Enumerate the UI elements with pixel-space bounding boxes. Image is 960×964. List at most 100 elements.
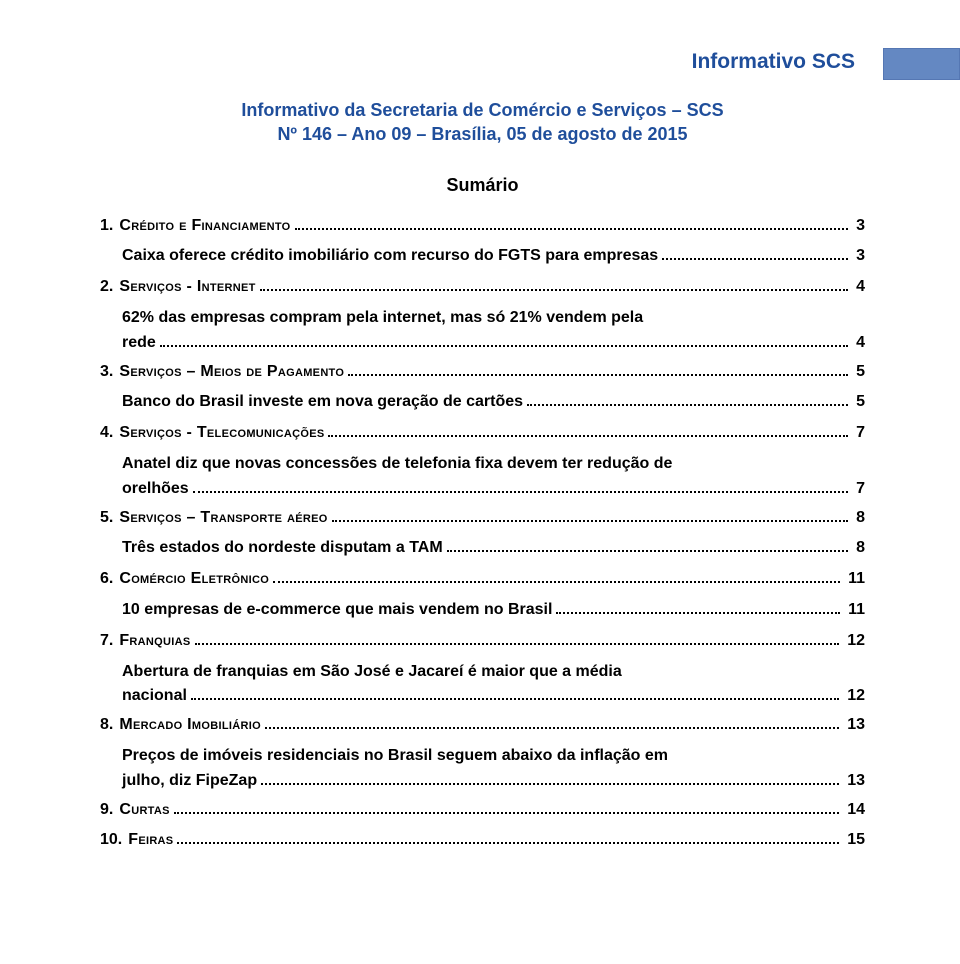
toc-sub-line-last: nacional12 (122, 684, 865, 709)
toc-page-number: 13 (843, 769, 865, 794)
toc-sub-label: 10 empresas de e-commerce que mais vende… (122, 598, 552, 623)
toc-leader-dots (261, 772, 839, 785)
toc-section: 10.Feiras 15 (100, 828, 865, 853)
toc-page-number: 7 (852, 421, 865, 446)
toc-sub-line-last: julho, diz FipeZap 13 (122, 769, 865, 794)
toc-level1-row: 8.Mercado Imobiliário 13 (100, 713, 865, 738)
toc-leader-dots (265, 716, 839, 729)
toc-sub-line-first: Preços de imóveis residenciais no Brasil… (122, 744, 865, 769)
toc-page-number: 3 (852, 214, 865, 239)
toc-number: 2. (100, 275, 119, 300)
toc-sub-label: Banco do Brasil investe em nova geração … (122, 390, 523, 415)
toc-section: 3.Serviços – Meios de Pagamento 5 Banco do… (100, 360, 865, 416)
toc-sub-line-last: rede 4 (122, 331, 865, 356)
table-of-contents: 1.Crédito e Financiamento 3 Caixa oferece … (100, 214, 865, 854)
toc-section: 2.Serviços - Internet462% das empresas c… (100, 275, 865, 355)
toc-section-label: Curtas (119, 798, 169, 823)
toc-number: 6. (100, 567, 119, 592)
toc-section-label: Serviços - Telecomunicações (119, 421, 324, 446)
toc-level2-row: Três estados do nordeste disputam a TAM 8 (122, 536, 865, 561)
toc-page-number: 11 (844, 567, 865, 592)
toc-number: 1. (100, 214, 119, 239)
toc-number: 9. (100, 798, 119, 823)
toc-number: 3. (100, 360, 119, 385)
toc-page-number: 5 (852, 360, 865, 385)
toc-sub-line-first: Abertura de franquias em São José e Jaca… (122, 660, 865, 685)
summary-heading: Sumário (100, 175, 865, 196)
toc-page-number: 4 (852, 275, 865, 300)
toc-level2-row: Banco do Brasil investe em nova geração … (122, 390, 865, 415)
toc-level1-row: 3.Serviços – Meios de Pagamento 5 (100, 360, 865, 385)
toc-number: 10. (100, 828, 128, 853)
toc-leader-dots (556, 601, 840, 614)
toc-number: 4. (100, 421, 119, 446)
toc-level1-row: 7.Franquias 12 (100, 629, 865, 654)
toc-leader-dots (160, 334, 848, 347)
toc-leader-dots (273, 570, 840, 583)
toc-sub-line-first: 62% das empresas compram pela internet, … (122, 306, 865, 331)
toc-page-number: 8 (852, 506, 865, 531)
toc-number: 5. (100, 506, 119, 531)
toc-sub-label: Caixa oferece crédito imobiliário com re… (122, 244, 658, 269)
toc-leader-dots (174, 800, 839, 813)
subtitle-line-1: Informativo da Secretaria de Comércio e … (100, 98, 865, 122)
toc-level1-row: 1.Crédito e Financiamento 3 (100, 214, 865, 239)
toc-level1-row: 10.Feiras 15 (100, 828, 865, 853)
toc-section-label: Serviços – Meios de Pagamento (119, 360, 344, 385)
toc-sub-label: julho, diz FipeZap (122, 769, 257, 794)
toc-section-label: Crédito e Financiamento (119, 214, 290, 239)
toc-section: 9.Curtas 14 (100, 798, 865, 823)
toc-level1-row: 5.Serviços – Transporte aéreo 8 (100, 506, 865, 531)
toc-level1-row: 9.Curtas 14 (100, 798, 865, 823)
document-subtitle: Informativo da Secretaria de Comércio e … (100, 98, 865, 147)
toc-page-number: 12 (843, 684, 865, 709)
toc-number: 8. (100, 713, 119, 738)
page-header-title: Informativo SCS (100, 50, 855, 74)
subtitle-line-2: Nº 146 – Ano 09 – Brasília, 05 de agosto… (100, 122, 865, 146)
toc-page-number: 12 (843, 629, 865, 654)
toc-page-number: 5 (852, 390, 865, 415)
toc-leader-dots (260, 278, 848, 291)
toc-section-label: Serviços - Internet (119, 275, 255, 300)
toc-page-number: 8 (852, 536, 865, 561)
toc-leader-dots (295, 216, 849, 229)
toc-section-label: Serviços – Transporte aéreo (119, 506, 327, 531)
toc-leader-dots (177, 831, 839, 844)
toc-section-label: Comércio Eletrônico (119, 567, 269, 592)
toc-level1-row: 2.Serviços - Internet 4 (100, 275, 865, 300)
toc-sub-label: Três estados do nordeste disputam a TAM (122, 536, 443, 561)
toc-leader-dots (662, 247, 848, 260)
toc-section: 6.Comércio Eletrônico 11 10 empresas de e-… (100, 567, 865, 623)
toc-section: 1.Crédito e Financiamento 3 Caixa oferece … (100, 214, 865, 270)
toc-sub-line-last: orelhões7 (122, 477, 865, 502)
toc-number: 7. (100, 629, 119, 654)
toc-page-number: 7 (852, 477, 865, 502)
document-page: Informativo SCS Informativo da Secretari… (0, 0, 960, 889)
toc-sub-label: rede (122, 331, 156, 356)
toc-leader-dots (328, 424, 848, 437)
toc-leader-dots (193, 480, 848, 493)
toc-page-number: 4 (852, 331, 865, 356)
toc-page-number: 3 (852, 244, 865, 269)
toc-leader-dots (332, 508, 848, 521)
toc-page-number: 15 (843, 828, 865, 853)
toc-section: 8.Mercado Imobiliário13Preços de imóveis… (100, 713, 865, 793)
toc-leader-dots (527, 393, 848, 406)
toc-level1-row: 4.Serviços - Telecomunicações 7 (100, 421, 865, 446)
toc-leader-dots (447, 539, 848, 552)
toc-section-label: Franquias (119, 629, 190, 654)
toc-leader-dots (195, 632, 840, 645)
header-accent-bar (883, 48, 960, 80)
toc-section-label: Mercado Imobiliário (119, 713, 261, 738)
toc-section: 4.Serviços - Telecomunicações7Anatel diz… (100, 421, 865, 501)
toc-section: 5.Serviços – Transporte aéreo8Três estad… (100, 506, 865, 562)
toc-page-number: 11 (844, 598, 865, 623)
toc-leader-dots (348, 362, 848, 375)
toc-page-number: 13 (843, 713, 865, 738)
toc-section: 7.Franquias12Abertura de franquias em Sã… (100, 629, 865, 709)
toc-page-number: 14 (843, 798, 865, 823)
toc-section-label: Feiras (128, 828, 173, 853)
toc-sub-line-first: Anatel diz que novas concessões de telef… (122, 452, 865, 477)
toc-level2-row: 10 empresas de e-commerce que mais vende… (122, 598, 865, 623)
toc-level1-row: 6.Comércio Eletrônico 11 (100, 567, 865, 592)
